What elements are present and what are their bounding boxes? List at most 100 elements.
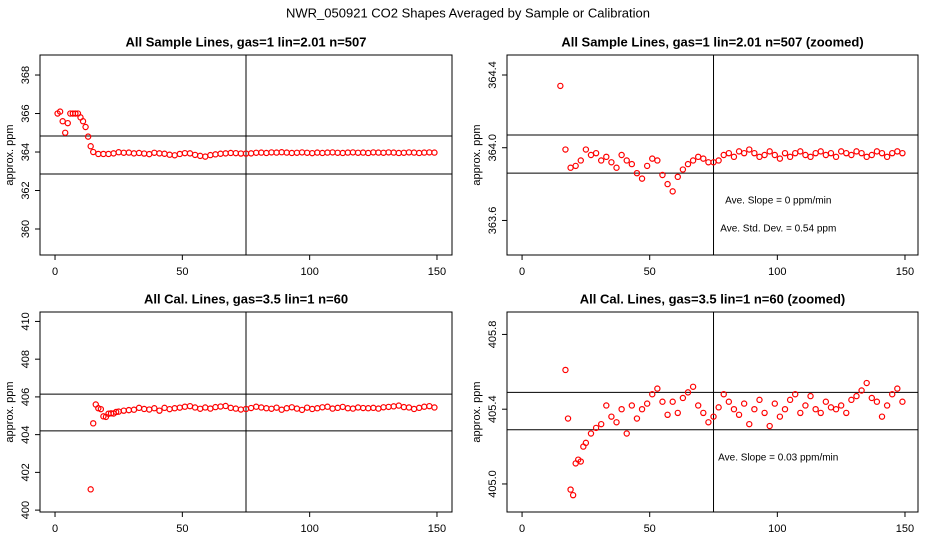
data-point bbox=[370, 149, 377, 156]
data-point bbox=[720, 151, 727, 159]
data-point bbox=[146, 150, 153, 158]
data-point bbox=[837, 148, 845, 155]
data-point bbox=[186, 150, 194, 157]
y-tick-label: 406 bbox=[20, 388, 32, 406]
data-point bbox=[700, 155, 707, 162]
data-point bbox=[176, 404, 183, 411]
data-point bbox=[613, 164, 620, 171]
data-point bbox=[863, 379, 870, 387]
plot-frame bbox=[506, 54, 919, 256]
data-point bbox=[715, 404, 722, 411]
data-point bbox=[298, 406, 306, 414]
x-tick-label: 100 bbox=[768, 523, 786, 535]
x-tick-label: 50 bbox=[176, 523, 188, 535]
data-point bbox=[567, 486, 574, 493]
data-point bbox=[730, 405, 738, 413]
data-point bbox=[359, 149, 367, 156]
y-tick-label: 366 bbox=[20, 104, 32, 122]
data-point bbox=[781, 149, 789, 157]
data-point bbox=[385, 149, 392, 156]
data-point bbox=[390, 403, 397, 410]
data-point bbox=[643, 162, 651, 170]
data-point bbox=[314, 149, 321, 156]
data-point bbox=[853, 148, 860, 155]
panel-title: All Sample Lines, gas=1 lin=2.01 n=507 bbox=[126, 34, 367, 49]
data-point bbox=[375, 149, 382, 156]
data-point bbox=[90, 148, 97, 156]
data-point bbox=[334, 149, 341, 156]
data-point bbox=[848, 151, 855, 159]
data-point bbox=[370, 404, 377, 412]
data-point bbox=[314, 405, 321, 412]
data-point bbox=[62, 129, 69, 136]
data-point bbox=[146, 406, 153, 413]
data-point bbox=[848, 396, 855, 404]
data-point bbox=[232, 149, 240, 157]
x-tick-label: 50 bbox=[644, 266, 656, 278]
data-point bbox=[812, 149, 819, 157]
y-tick-label: 362 bbox=[20, 181, 32, 199]
data-point bbox=[638, 405, 646, 413]
data-point bbox=[669, 398, 676, 405]
data-point bbox=[868, 394, 875, 402]
data-point bbox=[125, 149, 133, 156]
y-tick-label: 408 bbox=[20, 350, 32, 368]
data-point bbox=[751, 149, 758, 157]
figure-title: NWR_050921 CO2 Shapes Averaged by Sample… bbox=[286, 5, 650, 20]
data-point bbox=[638, 175, 646, 182]
data-point bbox=[258, 404, 265, 411]
data-point bbox=[643, 400, 651, 407]
data-point bbox=[786, 153, 794, 161]
data-point bbox=[385, 403, 392, 411]
data-point bbox=[837, 402, 845, 409]
data-point bbox=[613, 419, 620, 426]
data-point bbox=[298, 149, 306, 156]
data-point bbox=[771, 400, 778, 407]
data-point bbox=[237, 150, 245, 157]
data-point bbox=[628, 160, 636, 168]
data-point bbox=[817, 148, 824, 155]
data-point bbox=[283, 405, 290, 412]
data-point bbox=[679, 166, 687, 173]
data-point bbox=[87, 486, 94, 493]
data-point bbox=[421, 149, 428, 156]
data-point bbox=[64, 119, 71, 127]
data-point bbox=[329, 149, 336, 156]
data-point bbox=[776, 155, 784, 162]
data-point bbox=[700, 409, 707, 417]
data-point bbox=[166, 151, 173, 158]
data-point bbox=[196, 405, 204, 412]
data-point bbox=[720, 391, 727, 398]
data-point bbox=[740, 149, 748, 157]
data-point bbox=[822, 398, 830, 405]
data-point bbox=[781, 405, 789, 413]
data-point bbox=[761, 409, 768, 417]
data-point bbox=[858, 387, 865, 394]
y-tick-label: 368 bbox=[20, 66, 32, 84]
x-tick-label: 0 bbox=[52, 523, 58, 535]
data-point bbox=[395, 402, 402, 409]
data-point bbox=[303, 149, 311, 156]
data-point bbox=[222, 402, 229, 410]
data-point bbox=[207, 405, 214, 412]
data-point bbox=[365, 149, 372, 157]
x-tick-label: 150 bbox=[428, 523, 446, 535]
x-tick-label: 50 bbox=[176, 266, 188, 278]
data-point bbox=[426, 149, 433, 156]
data-point bbox=[227, 149, 234, 157]
y-tick-label: 364 bbox=[20, 143, 32, 161]
data-point bbox=[431, 149, 438, 156]
data-point bbox=[405, 404, 413, 411]
data-point bbox=[375, 405, 382, 412]
data-point bbox=[186, 402, 194, 410]
data-point bbox=[110, 150, 117, 157]
data-point bbox=[664, 411, 671, 419]
data-point bbox=[273, 149, 280, 156]
data-point bbox=[79, 118, 87, 125]
data-point bbox=[669, 188, 676, 195]
data-point bbox=[191, 404, 199, 411]
data-point bbox=[151, 149, 158, 156]
data-point bbox=[843, 409, 850, 417]
x-tick-label: 50 bbox=[644, 523, 656, 535]
